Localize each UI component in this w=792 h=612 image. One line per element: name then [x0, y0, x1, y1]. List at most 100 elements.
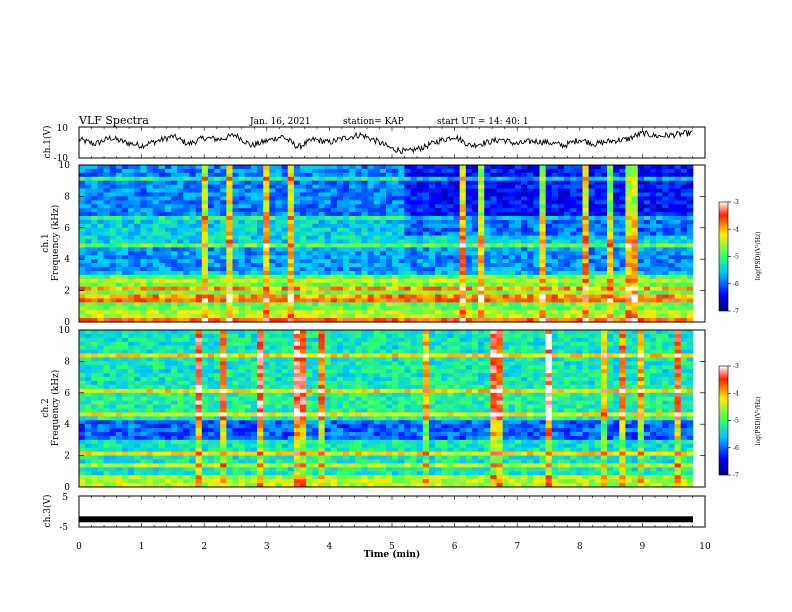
spectrogram-cell — [79, 212, 86, 217]
spectrogram-cell — [330, 165, 338, 170]
spectrogram-cell — [594, 298, 602, 303]
spectrogram-cell — [496, 227, 503, 233]
spectrogram-cell — [336, 212, 344, 217]
spectrogram-cell — [398, 337, 405, 343]
spectrogram-cell — [164, 188, 172, 193]
spectrogram-cell — [686, 290, 694, 295]
spectrogram-cell — [521, 357, 528, 362]
spectrogram-cell — [551, 216, 559, 221]
spectrogram-cell — [121, 318, 129, 323]
spectrogram-cell — [103, 251, 110, 256]
spectrogram-cell — [238, 208, 246, 213]
spectrogram-cell — [189, 251, 196, 256]
spectrogram-cell — [564, 357, 571, 362]
spectrogram-cell — [607, 306, 614, 311]
spectrogram-cell — [171, 168, 178, 174]
spectrogram-cell — [373, 200, 381, 205]
spectrogram-cell — [428, 263, 436, 268]
spectrogram-cell — [183, 196, 190, 201]
spectrogram-cell — [650, 247, 657, 252]
spectrogram-cell — [300, 255, 307, 260]
spectrogram-cell — [195, 192, 203, 197]
spectrogram-cell — [557, 333, 565, 339]
spectrogram-cell — [158, 168, 166, 174]
spectrogram-cell — [79, 274, 86, 280]
spectrogram-cell — [527, 212, 534, 217]
spectrogram-cell — [576, 345, 583, 350]
spectrogram-cell — [539, 330, 546, 335]
spectrogram-cell — [293, 361, 301, 366]
spectrogram-cell — [312, 168, 319, 174]
spectrogram-cell — [570, 267, 577, 272]
spectrogram-cell — [85, 216, 92, 221]
spectrogram-cell — [306, 216, 313, 221]
spectrogram-cell — [214, 259, 221, 264]
spectrogram-cell — [226, 263, 233, 268]
spectrogram-cell — [250, 270, 258, 276]
spectrogram-cell — [336, 361, 344, 366]
spectrogram-cell — [674, 200, 682, 205]
spectrogram-cell — [263, 255, 270, 260]
spectrogram-cell — [551, 341, 559, 346]
spectrogram-cell — [662, 282, 669, 287]
spectrogram-cell — [318, 196, 325, 201]
spectrogram-cell — [631, 314, 639, 319]
spectrogram-cell — [128, 345, 135, 350]
spectrogram-cell — [293, 290, 301, 295]
spectrogram-cell — [545, 219, 553, 225]
spectrogram-cell — [484, 184, 491, 189]
spectrogram-cell — [582, 278, 589, 284]
spectrogram-cell — [355, 208, 362, 213]
spectrogram-cell — [195, 345, 203, 350]
spectrogram-cell — [146, 184, 153, 189]
spectrogram-cell — [312, 247, 319, 252]
spectrogram-cell — [318, 208, 325, 213]
spectrogram-cell — [465, 219, 473, 225]
spectrogram-cell — [195, 176, 203, 181]
spectrogram-cell — [459, 212, 467, 217]
spectrogram-cell — [140, 263, 147, 268]
spectrogram-cell — [257, 345, 264, 350]
spectrogram-cell — [355, 219, 362, 225]
spectrogram-cell — [527, 172, 534, 178]
spectrogram-cell — [91, 267, 98, 272]
spectrogram-cell — [386, 231, 393, 236]
spectrogram-cell — [551, 314, 559, 319]
spectrogram-cell — [257, 341, 264, 346]
spectrogram-cell — [588, 349, 596, 354]
spectrogram-cell — [379, 212, 387, 217]
spectrogram-cell — [79, 219, 86, 225]
spectrogram-cell — [152, 318, 160, 323]
spectrogram-cell — [551, 298, 559, 303]
spectrogram-cell — [502, 341, 510, 346]
spectrogram-cell — [686, 318, 694, 323]
spectrogram-cell — [146, 349, 153, 354]
spectrogram-cell — [386, 286, 393, 291]
spectrogram-cell — [287, 341, 295, 346]
spectrogram-cell — [582, 212, 589, 217]
spectrogram-cell — [195, 239, 203, 244]
spectrogram-cell — [275, 168, 282, 174]
spectrogram-cell — [582, 341, 589, 346]
spectrogram-cell — [244, 270, 252, 276]
spectrogram-cell — [85, 255, 92, 260]
spectrogram-cell — [576, 274, 583, 280]
spectrogram-cell — [631, 176, 639, 181]
spectrogram-cell — [79, 235, 86, 240]
spectrogram-cell — [140, 290, 147, 295]
spectrogram-cell — [428, 172, 436, 178]
spectrogram-cell — [650, 314, 657, 319]
spectrogram-cell — [336, 239, 344, 244]
spectrogram-cell — [349, 341, 356, 346]
spectrogram-cell — [257, 188, 264, 193]
spectrogram-cell — [422, 172, 430, 178]
spectrogram-cell — [128, 200, 135, 205]
spectrogram-cell — [447, 294, 454, 299]
spectrogram-cell — [109, 270, 117, 276]
spectrogram-cell — [502, 306, 510, 311]
spectrogram-cell — [238, 318, 246, 323]
spectrogram-cell — [508, 231, 516, 236]
spectrogram-cell — [238, 306, 246, 311]
spectrogram-cell — [121, 172, 129, 178]
spectrogram-cell — [238, 333, 246, 339]
